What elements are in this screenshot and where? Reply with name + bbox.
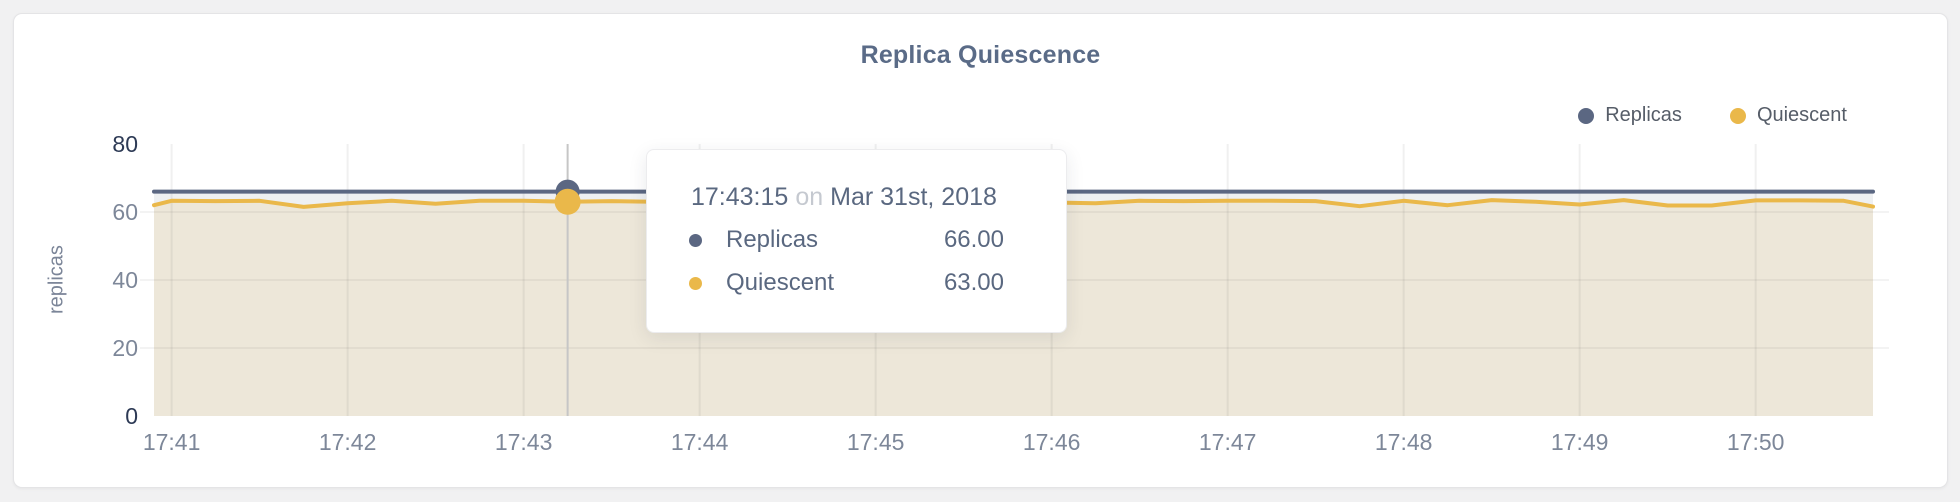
quiescent-legend-dot-icon: [1729, 107, 1746, 124]
hover-tooltip: 17:43:15 on Mar 31st, 2018 Replicas 66.00 …: [646, 149, 1067, 333]
legend-label-quiescent: Quiescent: [1756, 104, 1847, 126]
x-tick-label: 17:47: [1198, 429, 1257, 455]
chart-title: Replica Quiescence: [860, 41, 1101, 69]
replicas-legend-dot-icon: [1578, 107, 1595, 124]
x-tick-label: 17:46: [1022, 429, 1081, 455]
tooltip-row-label: Replicas: [726, 226, 819, 253]
x-tick-label: 17:48: [1374, 429, 1433, 455]
tooltip-row-label: Quiescent: [726, 269, 835, 296]
x-tick-label: 17:41: [142, 429, 201, 455]
y-tick-label: 80: [112, 131, 138, 157]
quiescent-dot-icon: [689, 276, 702, 290]
tooltip-time: 17:43:15: [691, 183, 789, 211]
tooltip-row-replicas: Replicas 66.00: [689, 225, 1004, 255]
tooltip-row-quiescent: Quiescent 63.00: [689, 268, 1004, 298]
tooltip-conjunction: on: [795, 183, 824, 211]
quiescent-hover-dot-icon: [554, 188, 581, 215]
replicas-dot-icon: [689, 233, 702, 247]
x-tick-label: 17:44: [670, 429, 729, 455]
tooltip-date: Mar 31st, 2018: [830, 183, 997, 211]
y-axis-title: replicas: [45, 245, 68, 315]
y-tick-label: 0: [125, 403, 138, 429]
y-tick-label: 60: [112, 199, 138, 225]
tooltip-row-value: 63.00: [943, 269, 1004, 296]
x-tick-label: 17:49: [1550, 429, 1609, 455]
tooltip-row-value: 66.00: [943, 226, 1004, 253]
x-tick-label: 17:43: [494, 429, 553, 455]
tooltip-header: 17:43:15 on Mar 31st, 2018: [691, 183, 1004, 212]
y-tick-label: 20: [112, 335, 138, 361]
x-tick-label: 17:42: [318, 429, 377, 455]
legend-item-quiescent[interactable]: Quiescent: [1729, 104, 1847, 127]
x-tick-label: 17:50: [1726, 429, 1785, 455]
chart-card: Replica Quiescence Replicas Quiescent re…: [13, 13, 1948, 488]
y-tick-label: 40: [112, 267, 138, 293]
legend-item-replicas[interactable]: Replicas: [1578, 104, 1682, 127]
legend: Replicas Quiescent: [1578, 104, 1847, 127]
legend-label-replicas: Replicas: [1605, 104, 1682, 126]
x-tick-label: 17:45: [846, 429, 905, 455]
